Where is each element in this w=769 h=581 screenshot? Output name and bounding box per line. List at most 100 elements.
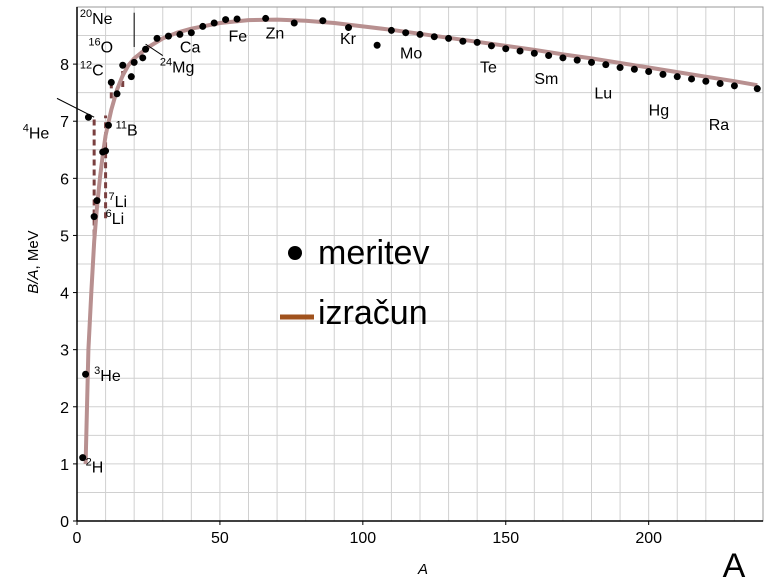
x-tick-labels: 0 50 100 150 200 (73, 530, 663, 547)
data-point (402, 29, 410, 37)
data-point (730, 82, 738, 90)
data-point (573, 56, 581, 64)
data-point (102, 147, 110, 155)
y-tick-labels: 0 1 2 3 4 5 6 7 8 (60, 57, 69, 531)
nuclide-label-Kr: Kr (340, 31, 357, 48)
y-axis-label-italic: B/A (25, 270, 42, 294)
data-point (127, 73, 135, 81)
y-tick-label: 4 (60, 286, 69, 303)
data-point (373, 41, 381, 49)
data-point (659, 70, 667, 78)
data-point (387, 26, 395, 34)
y-tick-label: 3 (60, 343, 69, 360)
data-point (90, 213, 98, 221)
y-tick-label: 1 (60, 457, 69, 474)
grid (77, 6, 764, 521)
nuclide-mass: 20 (80, 8, 92, 20)
data-point (187, 29, 195, 37)
nuclide-label-24Mg: 24Mg (160, 57, 194, 77)
nuclide-symbol: Mg (172, 60, 194, 77)
nuclide-label-Lu: Lu (594, 85, 612, 102)
nuclide-mass: 4 (23, 122, 29, 134)
nuclide-label-Sm: Sm (534, 71, 558, 88)
data-point (430, 33, 438, 41)
nuclide-label-Hg: Hg (649, 103, 669, 120)
data-point (130, 58, 138, 66)
leader-line (56, 97, 95, 118)
nuclide-mass: 2 (86, 456, 92, 468)
x-tick-label: 150 (492, 530, 519, 547)
nuclide-mass: 12 (80, 60, 92, 72)
y-tick-label: 5 (60, 228, 69, 245)
nuclide-symbol: B (127, 123, 138, 140)
nuclide-label-Mo: Mo (400, 45, 422, 62)
data-point (445, 34, 453, 42)
data-point (164, 32, 172, 40)
nuclide-mass: 6 (106, 208, 112, 220)
data-point (262, 14, 270, 22)
y-tick-label: 2 (60, 400, 69, 417)
x-tick-label: 50 (211, 530, 229, 547)
y-tick-label: 8 (60, 57, 69, 74)
data-point (345, 24, 353, 32)
data-point (716, 80, 724, 88)
data-point (645, 68, 653, 76)
data-point (319, 17, 327, 25)
data-point (79, 454, 87, 462)
data-point (416, 30, 424, 38)
nuclide-mass: 7 (108, 191, 114, 203)
nuclide-symbol: He (100, 368, 121, 385)
data-point (559, 54, 567, 62)
nuclide-label-Te: Te (480, 60, 497, 77)
data-point (153, 34, 161, 42)
data-point (459, 37, 467, 45)
leader-line (145, 43, 164, 56)
data-point (199, 22, 207, 30)
data-point (290, 19, 298, 27)
data-point (688, 75, 696, 83)
legend-point-marker (288, 246, 302, 260)
x-tick-label: 100 (349, 530, 376, 547)
nuclide-mass: 24 (160, 57, 172, 69)
x-tick-label: 0 (73, 530, 82, 547)
x-tick-label: 200 (635, 530, 662, 547)
data-point (545, 52, 553, 60)
data-point (630, 65, 638, 73)
x-axis-label: A (417, 561, 428, 578)
nuclide-symbol: Li (112, 211, 124, 228)
data-point (82, 370, 90, 378)
nuclide-mass: 3 (94, 365, 100, 377)
data-point (119, 61, 127, 69)
label-leader-lines (56, 12, 164, 118)
nuclide-label-11B: 11B (116, 120, 138, 140)
nuclide-mass: 11 (116, 120, 127, 132)
nuclide-symbol: O (101, 40, 113, 57)
nuclide-label-Fe: Fe (228, 28, 247, 45)
nuclide-symbol: H (92, 459, 104, 476)
nuclide-symbol: Ne (92, 11, 113, 28)
data-point (210, 19, 218, 27)
nuclide-mass: 16 (88, 37, 100, 49)
y-tick-label: 0 (60, 514, 69, 531)
data-point (142, 45, 150, 53)
data-point (222, 16, 230, 24)
nuclide-label-Ra: Ra (709, 117, 730, 134)
data-point (487, 42, 495, 50)
data-point (616, 64, 624, 72)
corner-label: A (723, 547, 746, 581)
y-tick-label: 7 (60, 114, 69, 131)
data-point (502, 45, 510, 53)
nuclide-label-7Li: 7Li (108, 191, 127, 211)
nuclide-label-Ca: Ca (180, 40, 201, 57)
legend: meritev izračun (280, 234, 429, 332)
data-point (702, 77, 710, 85)
nuclide-label-20Ne: 20Ne (80, 8, 113, 28)
y-tick-label: 6 (60, 171, 69, 188)
data-point (588, 58, 595, 66)
data-point (673, 73, 681, 81)
data-point (753, 85, 761, 93)
nuclide-label-3He: 3He (94, 365, 121, 385)
data-point (233, 15, 241, 23)
data-point (530, 49, 538, 57)
